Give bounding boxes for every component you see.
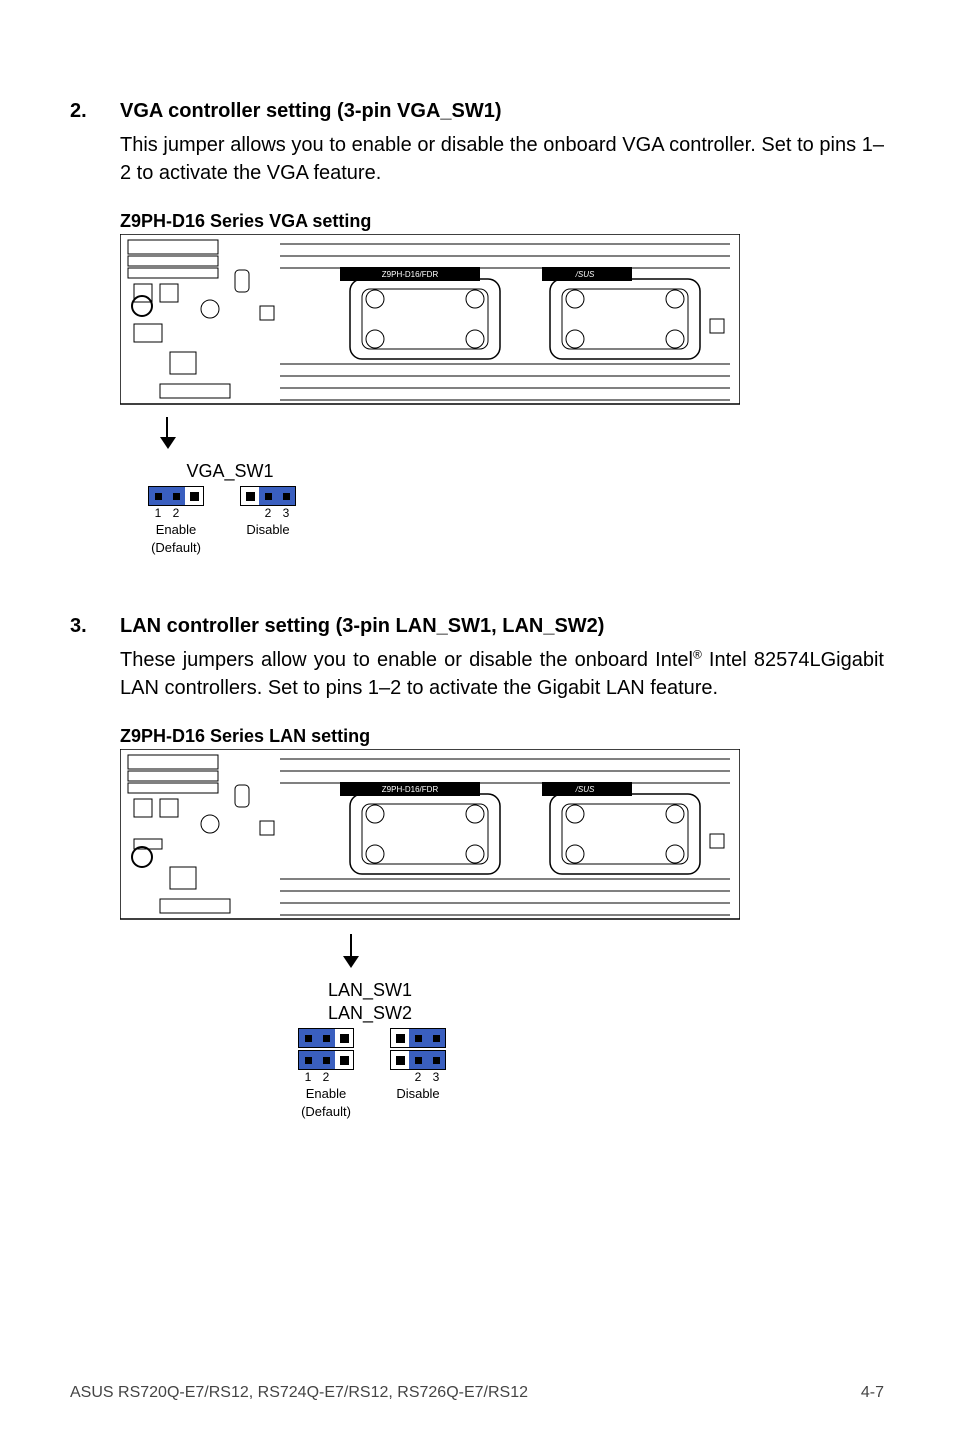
heading-row: 3. LAN controller setting (3-pin LAN_SW1…: [70, 615, 884, 638]
jumper-enable: 12 Enable (Default): [145, 486, 207, 555]
svg-text:Z9PH-D16/FDR: Z9PH-D16/FDR: [382, 785, 439, 794]
arrow-icon: [160, 437, 176, 449]
jumper-mode: Enable: [145, 522, 207, 538]
svg-text:/SUS: /SUS: [575, 270, 595, 279]
section-number: 3.: [70, 615, 120, 638]
arrow-icon: [343, 956, 359, 968]
section-body: These jumpers allow you to enable or dis…: [120, 646, 884, 702]
pin-num: 2: [317, 1070, 335, 1084]
page-footer: ASUS RS720Q-E7/RS12, RS724Q-E7/RS12, RS7…: [70, 1384, 884, 1402]
jumper-disable: 23 Disable: [237, 486, 299, 555]
pin-num: 3: [427, 1070, 445, 1084]
jumper-name: LAN_SW2: [270, 1003, 470, 1024]
svg-text:/SUS: /SUS: [575, 785, 595, 794]
section-body: This jumper allows you to enable or disa…: [120, 131, 884, 187]
pin-num: 1: [299, 1070, 317, 1084]
lan-board-diagram: Z9PH-D16/FDR /SUS LAN_SW1 LAN_SW2: [120, 749, 884, 1119]
heading-row: 2. VGA controller setting (3-pin VGA_SW1…: [70, 100, 884, 123]
jumper-default: (Default): [295, 1104, 357, 1120]
jumper-mode: Disable: [237, 522, 299, 538]
vga-jumper-diagram: VGA_SW1 12 Enable (Default): [120, 461, 884, 555]
lan-jumper-diagram: LAN_SW1 LAN_SW2: [270, 980, 884, 1119]
body-pre: These jumpers allow you to enable or dis…: [120, 649, 693, 671]
jumper-mode: Enable: [295, 1086, 357, 1102]
section-vga: 2. VGA controller setting (3-pin VGA_SW1…: [70, 100, 884, 555]
jumper-name: VGA_SW1: [120, 461, 340, 482]
reg-mark: ®: [693, 648, 702, 662]
diagram-title: Z9PH-D16 Series LAN setting: [120, 726, 884, 747]
pin-num: 3: [277, 506, 295, 520]
section-heading: LAN controller setting (3-pin LAN_SW1, L…: [120, 615, 604, 638]
jumper-mode: Disable: [387, 1086, 449, 1102]
jumper-default: (Default): [145, 540, 207, 556]
pin-num: 2: [259, 506, 277, 520]
footer-right: 4-7: [861, 1384, 884, 1402]
pin-num: 2: [409, 1070, 427, 1084]
section-number: 2.: [70, 100, 120, 123]
vga-board-diagram: Z9PH-D16/FDR /SUS VGA_SW1: [120, 234, 884, 555]
jumper-enable: 12 Enable (Default): [295, 1028, 357, 1119]
board-label: Z9PH-D16/FDR: [382, 270, 439, 279]
pin-num: 1: [149, 506, 167, 520]
footer-left: ASUS RS720Q-E7/RS12, RS724Q-E7/RS12, RS7…: [70, 1384, 528, 1402]
diagram-title: Z9PH-D16 Series VGA setting: [120, 211, 884, 232]
pin-num: 2: [167, 506, 185, 520]
jumper-disable: 23 Disable: [387, 1028, 449, 1119]
section-lan: 3. LAN controller setting (3-pin LAN_SW1…: [70, 615, 884, 1119]
section-heading: VGA controller setting (3-pin VGA_SW1): [120, 100, 502, 123]
jumper-name: LAN_SW1: [270, 980, 470, 1001]
